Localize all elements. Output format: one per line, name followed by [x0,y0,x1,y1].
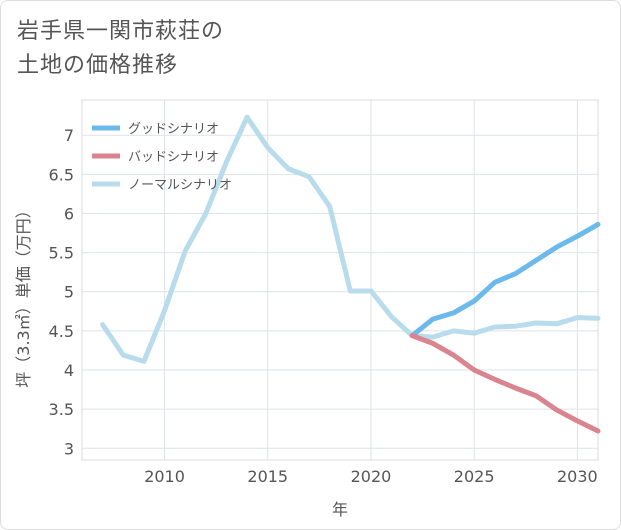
series-line-1 [409,333,601,434]
legend-label-0: グッドシナリオ [128,122,219,137]
chart-title: 岩手県一関市萩荘の 土地の価格推移 [17,15,224,83]
legend-label-2: ノーマルシナリオ [128,178,232,193]
chart-title-line-1: 岩手県一関市萩荘の [17,19,225,44]
y-tick-label: 5 [64,283,74,302]
x-tick-label: 2025 [454,467,495,486]
x-tick-label: 2020 [351,467,392,486]
plot-area-frame [81,99,599,461]
y-tick-label: 6 [64,204,74,223]
y-tick-label: 5.5 [49,244,74,263]
y-tick-label: 4 [64,361,74,380]
x-tick-label: 2010 [144,467,185,486]
x-tick-label: 2015 [247,467,288,486]
legend-label-1: バッドシナリオ [128,150,219,165]
y-tick-label: 7 [64,126,74,145]
x-axis-title: 年 [332,500,348,519]
y-tick-label: 6.5 [49,165,74,184]
y-tick-label: 4.5 [49,322,74,341]
y-axis-title: 坪（3.3㎡）単価（万円） [14,202,33,387]
x-tick-label: 2030 [557,467,598,486]
series-line-0 [409,221,601,339]
y-tick-label: 3 [64,439,74,458]
chart-title-line-2: 土地の価格推移 [17,53,179,78]
y-tick-label: 3.5 [49,400,74,419]
series-line-2 [100,114,601,364]
